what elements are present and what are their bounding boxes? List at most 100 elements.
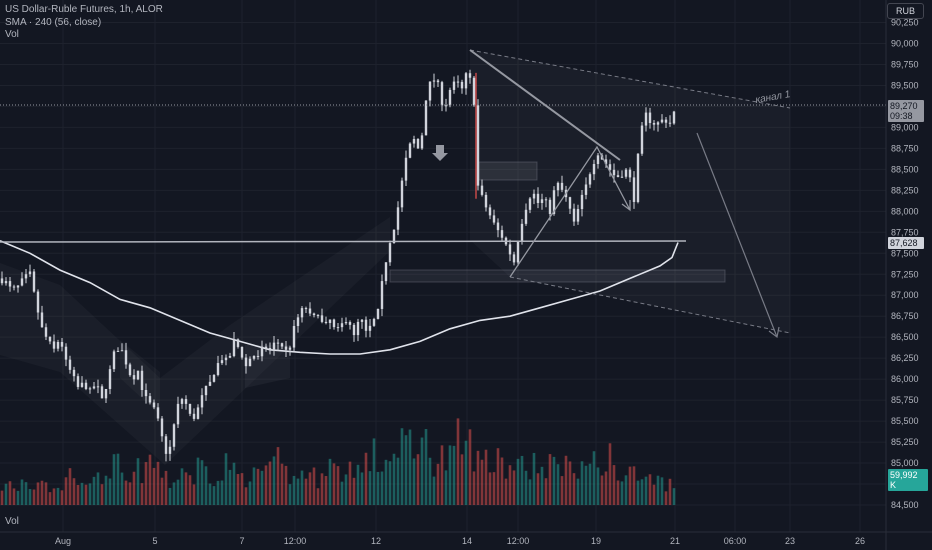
candle-body bbox=[488, 207, 492, 216]
candle-body bbox=[432, 80, 436, 82]
price-tick-label: 85,000 bbox=[891, 458, 919, 468]
volume-bar bbox=[564, 455, 568, 505]
candle-body bbox=[196, 407, 200, 419]
volume-bar bbox=[92, 476, 96, 505]
channel-lower-trendline bbox=[509, 276, 791, 334]
candle-body bbox=[20, 278, 24, 286]
sma-indicator-label[interactable]: SMA · 240 (56, close) bbox=[5, 16, 102, 28]
candle-body bbox=[344, 322, 348, 324]
candle-body bbox=[296, 317, 300, 327]
volume-bar bbox=[620, 481, 624, 505]
candle-body bbox=[164, 436, 168, 454]
volume-bar bbox=[416, 454, 420, 505]
volume-bar bbox=[128, 482, 132, 505]
volume-bar bbox=[224, 453, 228, 505]
candle-body bbox=[492, 215, 496, 223]
candle-body bbox=[500, 230, 504, 238]
volume-bar bbox=[384, 459, 388, 505]
candle-body bbox=[4, 281, 8, 284]
volume-bar bbox=[520, 455, 524, 505]
volume-bar bbox=[276, 447, 280, 505]
candle-body bbox=[556, 182, 560, 191]
candle-body bbox=[528, 198, 532, 210]
candle-body bbox=[548, 199, 552, 214]
candle-body bbox=[252, 355, 256, 359]
volume-bar bbox=[664, 491, 668, 505]
volume-bar bbox=[588, 463, 592, 505]
volume-bar bbox=[232, 462, 236, 505]
volume-bar bbox=[44, 482, 48, 505]
candle-body bbox=[244, 357, 248, 367]
candle-body bbox=[312, 313, 316, 316]
candle-body bbox=[664, 119, 668, 123]
volume-bar bbox=[212, 486, 216, 505]
candle-body bbox=[96, 386, 100, 388]
price-tick-label: 86,750 bbox=[891, 311, 919, 321]
candle-body bbox=[104, 388, 108, 399]
volume-bar bbox=[332, 463, 336, 505]
symbol-title[interactable]: US Dollar-Ruble Futures, 1h, ALOR bbox=[5, 4, 163, 15]
volume-bar bbox=[420, 437, 424, 505]
volume-indicator-label[interactable]: Vol bbox=[5, 29, 19, 40]
last-price-badge: 89,270 09:38 bbox=[888, 100, 924, 122]
candle-body bbox=[364, 319, 368, 331]
volume-bar bbox=[244, 487, 248, 505]
volume-bar bbox=[184, 472, 188, 505]
candle-body bbox=[660, 119, 664, 123]
price-tick-label: 89,750 bbox=[891, 59, 919, 69]
volume-bar bbox=[440, 445, 444, 505]
candle-body bbox=[184, 399, 188, 404]
volume-bar bbox=[36, 482, 40, 505]
channel-upper-trendline bbox=[469, 49, 791, 109]
volume-bar bbox=[120, 472, 124, 505]
volume-bar bbox=[452, 445, 456, 505]
volume-bar bbox=[236, 474, 240, 505]
candlesticks bbox=[0, 69, 676, 462]
candle-body bbox=[232, 339, 236, 357]
candle-body bbox=[628, 169, 632, 178]
volume-bar bbox=[60, 490, 64, 505]
candle-body bbox=[204, 385, 208, 396]
volume-bar bbox=[624, 475, 628, 505]
candle-body bbox=[568, 197, 572, 209]
volume-bars bbox=[0, 418, 676, 505]
volume-bar bbox=[616, 480, 620, 505]
candle-body bbox=[332, 319, 336, 328]
candle-body bbox=[256, 355, 260, 357]
volume-bar bbox=[524, 470, 528, 505]
candle-body bbox=[496, 222, 500, 231]
candle-body bbox=[444, 105, 448, 107]
candle-body bbox=[440, 82, 444, 106]
candle-body bbox=[272, 342, 276, 350]
volume-bar bbox=[472, 471, 476, 505]
volume-bar bbox=[48, 492, 52, 505]
candle-body bbox=[652, 123, 656, 125]
candle-body bbox=[180, 399, 184, 404]
candle-body bbox=[136, 370, 140, 380]
volume-bar bbox=[328, 458, 332, 505]
candle-body bbox=[64, 346, 68, 360]
candle-body bbox=[456, 81, 460, 83]
volume-bar bbox=[660, 477, 664, 505]
sma-value-badge: 87,628 bbox=[888, 237, 924, 249]
volume-bar bbox=[496, 448, 500, 505]
candle-body bbox=[580, 194, 584, 210]
volume-bar bbox=[80, 482, 84, 505]
candle-body bbox=[72, 369, 76, 377]
volume-pane-label[interactable]: Vol bbox=[5, 516, 19, 527]
volume-bar bbox=[536, 473, 540, 505]
volume-bar bbox=[340, 481, 344, 505]
volume-bar bbox=[32, 489, 36, 505]
price-tick-label: 89,000 bbox=[891, 122, 919, 132]
candle-body bbox=[276, 342, 280, 344]
candle-body bbox=[92, 386, 96, 389]
candle-body bbox=[624, 169, 628, 177]
candle-body bbox=[44, 327, 48, 337]
volume-bar bbox=[240, 473, 244, 505]
currency-button[interactable]: RUB bbox=[887, 3, 924, 19]
volume-bar bbox=[444, 470, 448, 505]
volume-bar bbox=[288, 484, 292, 505]
volume-bar bbox=[392, 453, 396, 505]
candle-body bbox=[212, 374, 216, 382]
